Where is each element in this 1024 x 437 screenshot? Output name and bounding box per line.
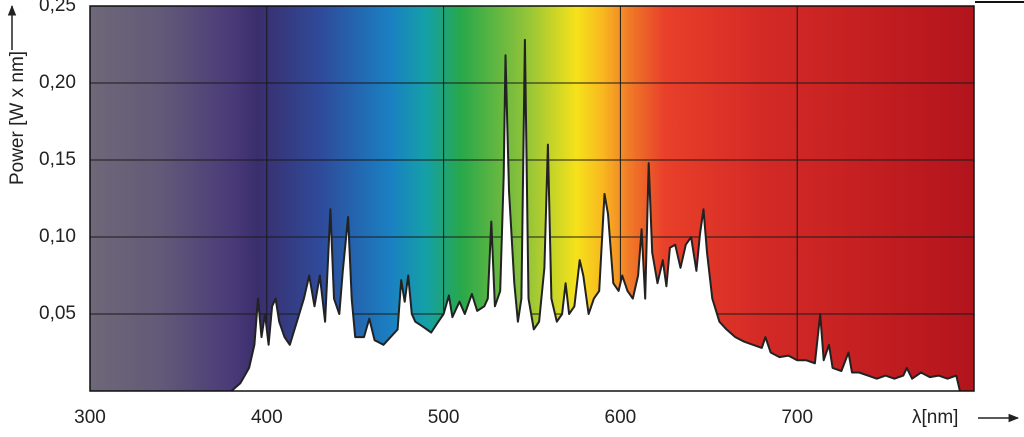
plot-frame [89,5,975,392]
x-tick-label: 600 [605,407,637,428]
y-tick-label: 0,20 [39,72,76,93]
plot [230,38,961,392]
x-axis-label: λ[nm] [912,407,958,428]
x-tick-label: 700 [781,407,813,428]
y-tick-label: 0,05 [39,303,76,324]
y-axis-label: Power [W x nm] [7,51,28,185]
spectrum-line [230,38,961,392]
area-fill [231,39,960,392]
x-tick-label: 500 [428,407,460,428]
x-tick-label: 400 [251,407,283,428]
y-tick-label: 0,25 [39,0,76,16]
y-tick-label: 0,15 [39,149,76,170]
y-tick-label: 0,10 [39,226,76,247]
x-tick-label: 300 [74,407,106,428]
